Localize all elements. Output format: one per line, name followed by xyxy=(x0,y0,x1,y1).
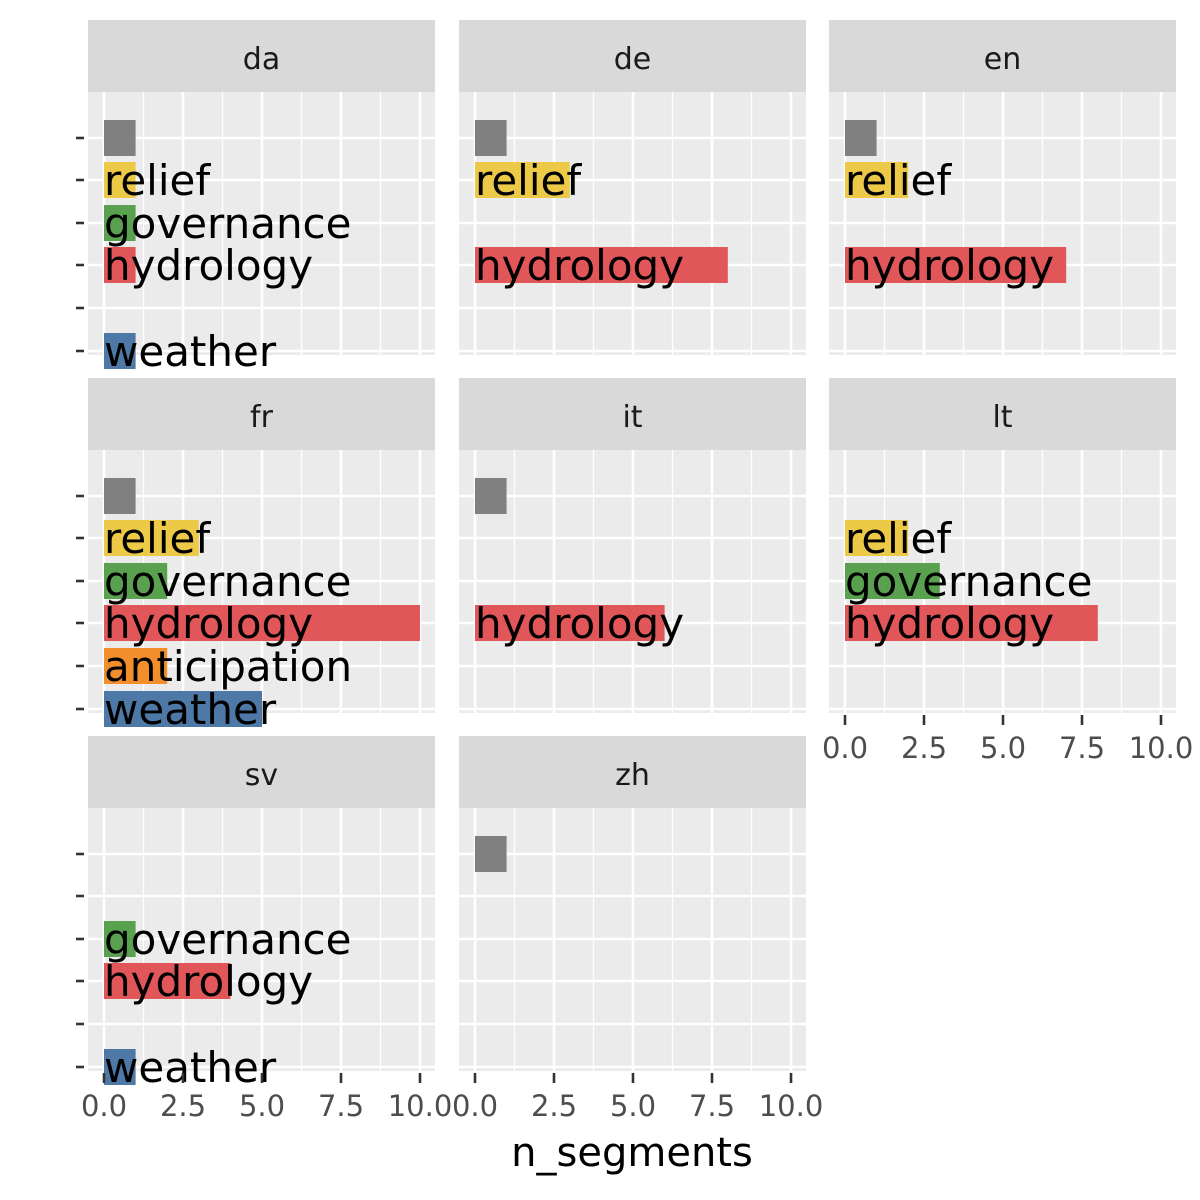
bar-label: relief xyxy=(475,156,582,205)
bar-label: anticipation xyxy=(104,642,352,691)
x-tick-label: 7.5 xyxy=(1059,731,1105,765)
x-tick-label: 7.5 xyxy=(318,1089,364,1123)
facet-strip-label: de xyxy=(614,42,652,77)
bar-unlabeled xyxy=(845,120,877,156)
bar-label: hydrology xyxy=(104,957,313,1006)
bar-label: hydrology xyxy=(104,241,313,290)
facet-strip xyxy=(88,378,435,450)
bar-label: weather xyxy=(104,1043,277,1092)
facet-strip xyxy=(829,20,1176,92)
bar-label: hydrology xyxy=(845,599,1054,648)
bar-governance xyxy=(104,563,168,599)
x-tick-label: 2.5 xyxy=(160,1089,206,1123)
bar-governance xyxy=(104,205,136,241)
facet-strip xyxy=(88,736,435,808)
x-tick-label: 7.5 xyxy=(689,1089,735,1123)
facet-panel-fr: fr reliefgovernancehydrologyanticipationw… xyxy=(76,378,435,734)
bar-anticipation xyxy=(104,648,168,684)
facet-strip-label: en xyxy=(984,42,1021,77)
facet-panels: dareliefgovernancehydrologyweatherdereli… xyxy=(76,20,1193,1123)
bar-label: hydrology xyxy=(475,241,684,290)
bar-label: hydrology xyxy=(845,241,1054,290)
facet-strip-label: zh xyxy=(615,758,650,793)
bar-weather xyxy=(104,333,136,369)
facet-panel-zh: zh 0.0 2.5 5.0 7.5 10.0 xyxy=(452,736,823,1123)
bar-weather xyxy=(104,691,262,727)
bar-relief xyxy=(845,162,909,198)
bar-label: governance xyxy=(104,915,352,964)
x-tick-label: 10.0 xyxy=(759,1089,824,1123)
bar-hydrology xyxy=(475,247,728,283)
bar-weather xyxy=(104,1049,136,1085)
bar-label: hydrology xyxy=(104,599,313,648)
bar-label: governance xyxy=(104,199,352,248)
bar-label: weather xyxy=(104,685,277,734)
facet-strip xyxy=(459,736,806,808)
bar-label: weather xyxy=(104,327,277,376)
facet-strip xyxy=(88,20,435,92)
bar-governance xyxy=(845,563,940,599)
bar-label: governance xyxy=(104,557,352,606)
facet-panel-en: en relief hydrology xyxy=(829,20,1176,355)
bar-label: relief xyxy=(845,156,952,205)
x-tick-label: 10.0 xyxy=(1129,731,1194,765)
x-tick-label: 5.0 xyxy=(980,731,1026,765)
bar-relief xyxy=(104,520,199,556)
x-tick-label: 5.0 xyxy=(610,1089,656,1123)
facet-panel-de: de relief hydrology xyxy=(459,20,806,355)
bar-hydrology xyxy=(104,963,231,999)
bar-hydrology xyxy=(475,605,665,641)
x-tick-label: 10.0 xyxy=(388,1089,453,1123)
bar-unlabeled xyxy=(475,120,507,156)
bar-unlabeled xyxy=(475,478,507,514)
facet-strip-label: sv xyxy=(245,758,278,793)
bar-relief xyxy=(845,520,909,556)
facet-strip xyxy=(459,20,806,92)
x-tick-label: 0.0 xyxy=(452,1089,498,1123)
bar-governance xyxy=(104,921,136,957)
bar-hydrology xyxy=(845,247,1067,283)
bar-unlabeled xyxy=(475,836,507,872)
bar-label: relief xyxy=(104,514,211,563)
x-axis-title: n_segments xyxy=(511,1130,753,1176)
bar-label: governance xyxy=(845,557,1093,606)
x-tick-label: 2.5 xyxy=(531,1089,577,1123)
bar-hydrology xyxy=(104,247,136,283)
bar-label: relief xyxy=(845,514,952,563)
facet-strip-label: da xyxy=(243,42,280,77)
facet-strip-label: it xyxy=(622,400,642,435)
bar-relief xyxy=(475,162,570,198)
bar-label: relief xyxy=(104,156,211,205)
facet-strip-label: lt xyxy=(992,400,1012,435)
facet-strip-label: fr xyxy=(250,400,274,435)
facet-panel-it: it hydrology xyxy=(459,378,806,713)
bar-hydrology xyxy=(845,605,1098,641)
facet-strip xyxy=(459,378,806,450)
bar-relief xyxy=(104,162,136,198)
bar-hydrology xyxy=(104,605,420,641)
x-tick-label: 0.0 xyxy=(822,731,868,765)
x-tick-label: 5.0 xyxy=(239,1089,285,1123)
bar-unlabeled xyxy=(104,120,136,156)
facet-strip xyxy=(829,378,1176,450)
bar-label: hydrology xyxy=(475,599,684,648)
x-tick-label: 0.0 xyxy=(81,1089,127,1123)
x-tick-label: 2.5 xyxy=(901,731,947,765)
bar-unlabeled xyxy=(104,478,136,514)
